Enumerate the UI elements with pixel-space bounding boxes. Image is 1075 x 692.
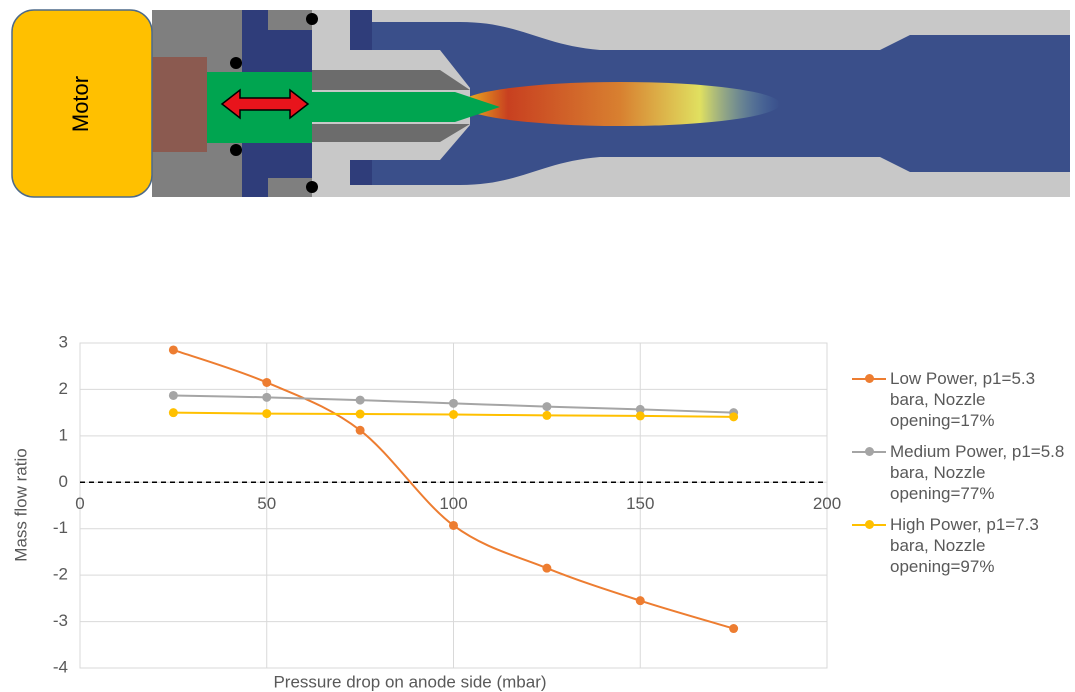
seal-block xyxy=(152,57,207,152)
data-point xyxy=(636,596,645,605)
legend-swatch xyxy=(852,378,886,380)
data-point xyxy=(542,402,551,411)
page: {"diagram": {"label": "Motor"}, "chart_d… xyxy=(0,0,1075,692)
nozzle-diagram: Motor xyxy=(12,10,1070,197)
y-tick-label: 1 xyxy=(59,425,68,444)
data-point xyxy=(729,624,738,633)
y-tick-label: -1 xyxy=(53,518,68,537)
y-tick-label: -2 xyxy=(53,565,68,584)
legend-label: High Power, p1=7.3 bara, Nozzle opening=… xyxy=(890,515,1039,576)
legend-entry: Medium Power, p1=5.8 bara, Nozzle openin… xyxy=(850,441,1070,504)
y-tick-label: 0 xyxy=(59,472,68,491)
x-tick-label: 150 xyxy=(626,494,654,513)
y-tick-label: -3 xyxy=(53,611,68,630)
figure: Motor Pressure drop on anode side (mbar)… xyxy=(0,0,1075,692)
x-tick-label: 50 xyxy=(257,494,276,513)
x-tick-label: 200 xyxy=(813,494,841,513)
x-axis-label: Pressure drop on anode side (mbar) xyxy=(273,672,546,691)
legend: Low Power, p1=5.3 bara, Nozzle opening=1… xyxy=(850,368,1070,587)
motor-label: Motor xyxy=(68,76,93,132)
data-point xyxy=(262,409,271,418)
legend-swatch xyxy=(852,524,886,526)
o-ring xyxy=(306,181,318,193)
data-point xyxy=(356,396,365,405)
data-point xyxy=(262,393,271,402)
y-axis-label: Mass flow ratio xyxy=(11,448,30,561)
jet xyxy=(460,82,780,126)
y-tick-label: 2 xyxy=(59,379,68,398)
legend-label: Medium Power, p1=5.8 bara, Nozzle openin… xyxy=(890,442,1064,503)
legend-label: Low Power, p1=5.3 bara, Nozzle opening=1… xyxy=(890,369,1035,430)
data-point xyxy=(356,426,365,435)
legend-entry: Low Power, p1=5.3 bara, Nozzle opening=1… xyxy=(850,368,1070,431)
data-point xyxy=(262,378,271,387)
data-point xyxy=(449,410,458,419)
o-ring xyxy=(230,57,242,69)
data-point xyxy=(356,410,365,419)
data-point xyxy=(169,391,178,400)
o-ring xyxy=(306,13,318,25)
data-point xyxy=(449,399,458,408)
o-ring xyxy=(230,144,242,156)
data-point xyxy=(542,411,551,420)
data-point xyxy=(169,345,178,354)
legend-entry: High Power, p1=7.3 bara, Nozzle opening=… xyxy=(850,514,1070,577)
x-tick-label: 100 xyxy=(439,494,467,513)
chart: Pressure drop on anode side (mbar) Mass … xyxy=(11,332,841,691)
y-tick-label: -4 xyxy=(53,657,68,676)
x-tick-label: 0 xyxy=(75,494,84,513)
y-tick-label: 3 xyxy=(59,332,68,351)
data-point xyxy=(636,411,645,420)
data-point xyxy=(449,521,458,530)
legend-swatch xyxy=(852,451,886,453)
data-point xyxy=(729,412,738,421)
data-point xyxy=(169,408,178,417)
data-point xyxy=(542,564,551,573)
